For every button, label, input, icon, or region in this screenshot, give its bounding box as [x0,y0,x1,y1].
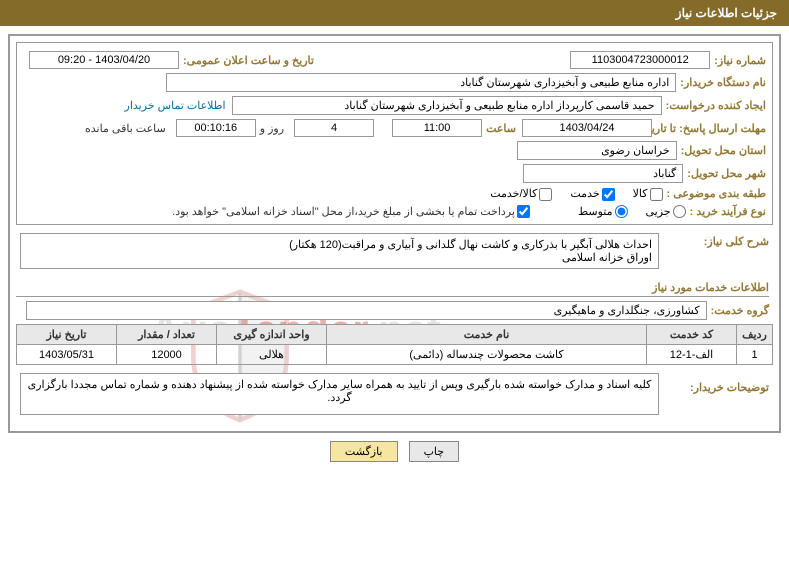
services-table: ردیف کد خدمت نام خدمت واحد اندازه گیری ت… [16,324,773,365]
label-process-type: نوع فرآیند خرید : [690,205,766,218]
text-service: خدمت [570,188,599,200]
value-need-no: 1103004723000012 [570,51,710,69]
th-1: کد خدمت [647,325,737,345]
label-province: استان محل تحویل: [681,144,766,157]
label-buyer-notes: توضیحات خریدار: [669,371,769,394]
cb-goods[interactable] [650,188,663,201]
row-buyer-notes: توضیحات خریدار: کلیه اسناد و مدارک خواست… [20,371,769,421]
th-0: ردیف [737,325,773,345]
print-button[interactable]: چاپ [409,441,460,462]
row-deadline: مهلت ارسال پاسخ: تا تاریخ: 1403/04/24 سا… [23,119,766,137]
th-2: نام خدمت [327,325,647,345]
summary-line1: احداث هلالی آبگیر با بذرکاری و کاشت نهال… [27,238,652,251]
value-deadline-date: 1403/04/24 [522,119,652,137]
label-hour: ساعت [486,122,516,135]
summary-box: احداث هلالی آبگیر با بذرکاری و کاشت نهال… [20,233,659,269]
label-requester: ایجاد کننده درخواست: [666,99,766,112]
text-goods-service: کالا/خدمت [490,188,537,200]
td-1: الف-1-12 [647,345,737,365]
text-medium: متوسط [578,206,613,218]
value-time-left: 00:10:16 [176,119,256,137]
value-service-group: کشاورزی، جنگلداری و ماهیگیری [26,301,707,320]
label-deadline: مهلت ارسال پاسخ: تا تاریخ: [656,122,766,135]
cb-goods-service[interactable] [539,188,552,201]
table-row: 1 الف-1-12 کاشت محصولات چندساله (دائمی) … [17,345,773,365]
text-goods: کالا [633,188,648,200]
value-requester: حمید قاسمی کارپرداز اداره منابع طبیعی و … [232,96,662,115]
label-buyer-org: نام دستگاه خریدار: [680,76,766,89]
label-summary: شرح کلی نیاز: [669,231,769,248]
td-2: کاشت محصولات چندساله (دائمی) [327,345,647,365]
back-button[interactable]: بازگشت [330,441,398,462]
buyer-notes-box: کلیه اسناد و مدارک خواسته شده بارگیری وپ… [20,373,659,415]
label-need-no: شماره نیاز: [714,54,766,67]
row-buyer-org: نام دستگاه خریدار: اداره منابع طبیعی و آ… [23,73,766,92]
header-title: جزئیات اطلاعات نیاز [676,6,777,20]
td-3: هلالی [217,345,327,365]
section-services-info: اطلاعات خدمات مورد نیاز [16,281,769,297]
value-city: گناباد [523,164,683,183]
label-days-and: روز و [260,122,284,135]
page-header: جزئیات اطلاعات نیاز [0,0,789,26]
th-3: واحد اندازه گیری [217,325,327,345]
th-5: تاریخ نیاز [17,325,117,345]
row-requester: ایجاد کننده درخواست: حمید قاسمی کارپرداز… [23,96,766,115]
text-payment-note: پرداخت تمام یا بخشی از مبلغ خرید،از محل … [172,206,515,218]
row-subject-class: طبقه بندی موضوعی : کالا خدمت کالا/خدمت [23,187,766,201]
summary-line2: اوراق خزانه اسلامی [27,251,652,264]
radio-partial[interactable] [673,205,686,218]
td-5: 1403/05/31 [17,345,117,365]
row-summary: شرح کلی نیاز: احداث هلالی آبگیر با بذرکا… [20,231,769,275]
label-announce-dt: تاریخ و ساعت اعلان عمومی: [183,54,314,67]
label-remaining: ساعت باقی مانده [85,122,166,135]
label-city: شهر محل تحویل: [687,167,766,180]
th-4: تعداد / مقدار [117,325,217,345]
label-service-group: گروه خدمت: [711,304,769,317]
cb-payment-note[interactable] [517,205,530,218]
table-header-row: ردیف کد خدمت نام خدمت واحد اندازه گیری ت… [17,325,773,345]
details-panel: شماره نیاز: 1103004723000012 تاریخ و ساع… [16,42,773,225]
main-panel: AriaTender.net شماره نیاز: 1103004723000… [8,34,781,433]
value-deadline-hour: 11:00 [392,119,482,137]
td-0: 1 [737,345,773,365]
radio-medium[interactable] [615,205,628,218]
td-4: 12000 [117,345,217,365]
text-partial: جزیی [646,206,671,218]
value-days-left: 4 [294,119,374,137]
row-need-no: شماره نیاز: 1103004723000012 تاریخ و ساع… [23,51,766,69]
contact-link[interactable]: اطلاعات تماس خریدار [125,99,226,112]
cb-service[interactable] [602,188,615,201]
row-province: استان محل تحویل: خراسان رضوی [23,141,766,160]
value-announce-dt: 1403/04/20 - 09:20 [29,51,179,69]
row-service-group: گروه خدمت: کشاورزی، جنگلداری و ماهیگیری [20,301,769,320]
row-city: شهر محل تحویل: گناباد [23,164,766,183]
value-buyer-org: اداره منابع طبیعی و آبخیزداری شهرستان گن… [166,73,676,92]
label-subject-class: طبقه بندی موضوعی : [667,187,766,200]
value-province: خراسان رضوی [517,141,677,160]
buttons-row: چاپ بازگشت [0,441,789,462]
row-process-type: نوع فرآیند خرید : جزیی متوسط پرداخت تمام… [23,205,766,219]
